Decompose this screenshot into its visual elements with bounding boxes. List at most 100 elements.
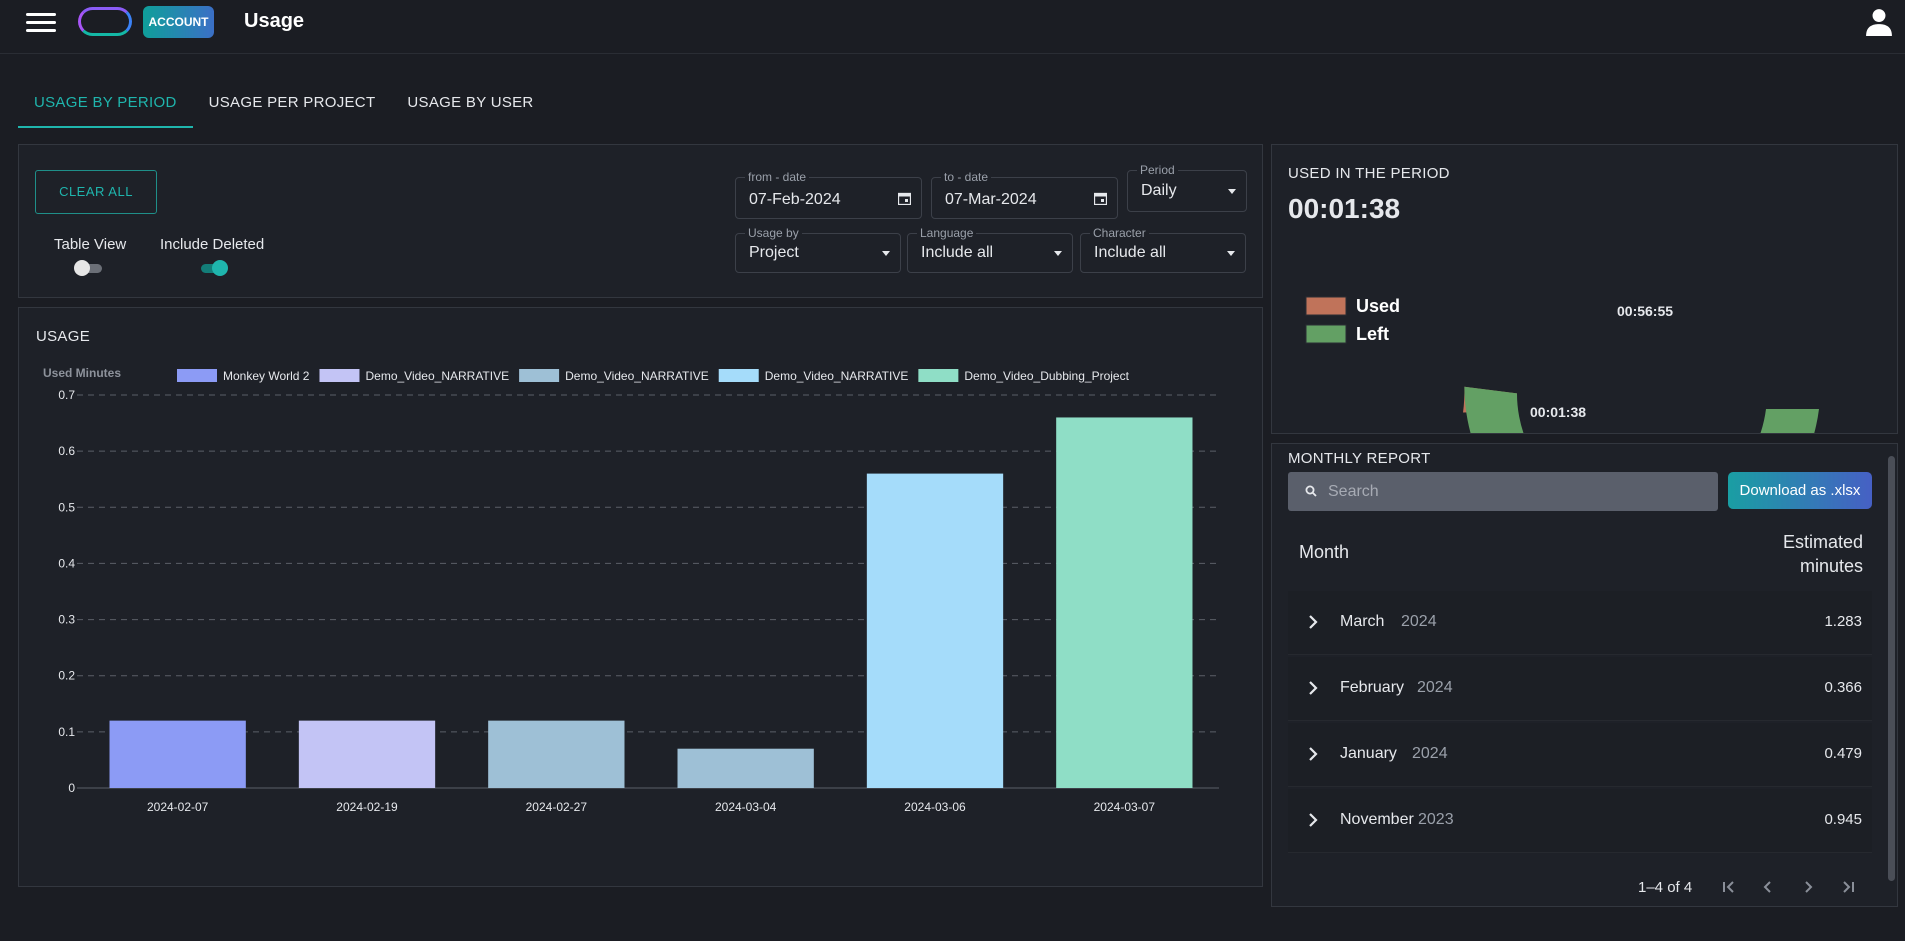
column-header-estimated-minutes[interactable]: Estimated minutes: [1783, 530, 1863, 578]
include-deleted-toggle[interactable]: [199, 259, 229, 277]
monthly-report-title: MONTHLY REPORT: [1288, 450, 1431, 467]
x-tick-label: 2024-02-19: [336, 800, 398, 814]
user-icon[interactable]: [1866, 8, 1892, 36]
report-scrollbar[interactable]: [1888, 456, 1895, 881]
usage-bar-chart: Used Minutes 0 0.1 0.2 0.3 0.4 0.5 0.6 0.7 Monkey…: [43, 366, 1219, 814]
filter-panel: CLEAR ALL Table View Include Deleted fro…: [18, 144, 1263, 298]
column-header-month[interactable]: Month: [1299, 542, 1350, 562]
period-value: Daily: [1141, 182, 1177, 199]
usage-gauge-chart: 00:01:38 00:56:55 Used Left: [1305, 296, 1819, 433]
legend-label: Left: [1356, 324, 1389, 344]
usage-by-label: Usage by: [745, 226, 802, 240]
hamburger-menu-icon[interactable]: [26, 10, 56, 34]
legend-label: Demo_Video_NARRATIVE: [365, 369, 509, 383]
month-name: November: [1340, 811, 1414, 828]
include-deleted-label: Include Deleted: [160, 236, 265, 253]
character-select[interactable]: Character Include all: [1080, 226, 1246, 273]
table-view-toggle[interactable]: [74, 259, 104, 277]
used-in-period-panel: USED IN THE PERIOD 00:01:38 00:01:38 00:5…: [1271, 144, 1898, 434]
legend-swatch: [718, 369, 759, 382]
top-app-bar: ACCOUNT Usage: [0, 0, 1905, 54]
month-name: March: [1340, 613, 1385, 630]
legend-label: Used: [1356, 296, 1400, 316]
tab-usage-per-project[interactable]: USAGE PER PROJECT: [208, 94, 376, 111]
chevron-right-icon[interactable]: [1306, 745, 1320, 763]
month-year: 2023: [1418, 811, 1454, 828]
table-row[interactable]: November 2023 0.945: [1288, 789, 1872, 853]
clear-all-button[interactable]: CLEAR ALL: [35, 170, 157, 214]
chevron-down-icon: [882, 251, 890, 256]
from-date-value: 07-Feb-2024: [749, 191, 841, 208]
usage-by-value: Project: [749, 244, 799, 261]
chevron-down-icon: [1228, 189, 1236, 194]
legend-swatch: [1305, 296, 1347, 316]
x-tick-label: 2024-03-04: [715, 800, 777, 814]
account-badge[interactable]: ACCOUNT: [143, 6, 214, 38]
table-row[interactable]: March 2024 1.283: [1288, 591, 1872, 655]
y-tick-label: 0.4: [58, 556, 75, 570]
legend-swatch: [918, 369, 959, 382]
bar: [1056, 417, 1193, 788]
y-tick-label: 0.2: [58, 669, 75, 683]
tab-usage-by-user[interactable]: USAGE BY USER: [407, 94, 534, 111]
app-logo[interactable]: [78, 7, 132, 36]
x-tick-label: 2024-02-27: [526, 800, 588, 814]
from-date-field[interactable]: from - date 07-Feb-2024: [735, 170, 922, 219]
x-tick-label: 2024-03-06: [904, 800, 966, 814]
table-row[interactable]: February 2024 0.366: [1288, 657, 1872, 721]
search-input[interactable]: [1328, 472, 1708, 511]
chevron-right-icon[interactable]: [1306, 811, 1320, 829]
month-name: February: [1340, 679, 1405, 696]
legend-label: Monkey World 2: [223, 369, 310, 383]
to-date-value: 07-Mar-2024: [945, 191, 1037, 208]
pagination-status: 1–4 of 4: [1638, 879, 1693, 896]
chevron-right-icon[interactable]: [1798, 876, 1818, 898]
period-label: Period: [1137, 163, 1178, 177]
bar: [866, 473, 1004, 788]
month-year: 2024: [1412, 745, 1448, 762]
chevron-right-icon[interactable]: [1306, 679, 1320, 697]
legend-swatch: [319, 369, 360, 382]
y-tick-label: 0: [68, 781, 75, 795]
month-year: 2024: [1401, 613, 1437, 630]
download-xlsx-button[interactable]: Download as .xlsx: [1728, 472, 1872, 509]
y-tick-label: 0.6: [58, 444, 75, 458]
language-select[interactable]: Language Include all: [907, 226, 1073, 273]
legend-label: Demo_Video_Dubbing_Project: [964, 369, 1129, 383]
calendar-icon[interactable]: [898, 192, 911, 205]
page-title: Usage: [244, 10, 305, 32]
used-in-period-title: USED IN THE PERIOD: [1288, 165, 1450, 182]
character-value: Include all: [1094, 244, 1167, 261]
month-name: January: [1340, 745, 1397, 762]
y-tick-label: 0.7: [58, 388, 75, 402]
y-tick-label: 0.5: [58, 500, 75, 514]
search-field[interactable]: [1288, 472, 1718, 511]
language-label: Language: [917, 226, 977, 240]
estimated-minutes-value: 1.283: [1824, 613, 1862, 630]
y-tick-label: 0.3: [58, 613, 75, 627]
x-tick-label: 2024-03-07: [1094, 800, 1156, 814]
legend-label: Demo_Video_NARRATIVE: [565, 369, 709, 383]
gauge-left-value: 00:56:55: [1617, 303, 1673, 319]
gauge-left-arc: [1464, 386, 1819, 433]
last-page-icon[interactable]: [1838, 876, 1858, 898]
x-tick-label: 2024-02-07: [147, 800, 209, 814]
calendar-icon[interactable]: [1094, 192, 1107, 205]
period-select[interactable]: Period Daily: [1127, 163, 1247, 212]
from-date-label: from - date: [745, 170, 810, 184]
usage-by-select[interactable]: Usage by Project: [735, 226, 901, 273]
bar: [109, 720, 246, 788]
to-date-field[interactable]: to - date 07-Mar-2024: [931, 170, 1118, 219]
table-row[interactable]: January 2024 0.479: [1288, 723, 1872, 787]
chevron-left-icon[interactable]: [1758, 876, 1778, 898]
chevron-right-icon[interactable]: [1306, 613, 1320, 631]
gauge-used-value: 00:01:38: [1530, 404, 1586, 420]
chevron-down-icon: [1054, 251, 1062, 256]
legend-swatch: [177, 369, 217, 382]
column-header-estimated-line1: Estimated: [1782, 532, 1863, 552]
first-page-icon[interactable]: [1719, 876, 1739, 898]
used-total-value: 00:01:38: [1288, 193, 1401, 224]
column-header-estimated-line2: minutes: [1799, 556, 1863, 576]
tab-usage-by-period[interactable]: USAGE BY PERIOD: [18, 88, 193, 128]
bar: [488, 720, 625, 788]
